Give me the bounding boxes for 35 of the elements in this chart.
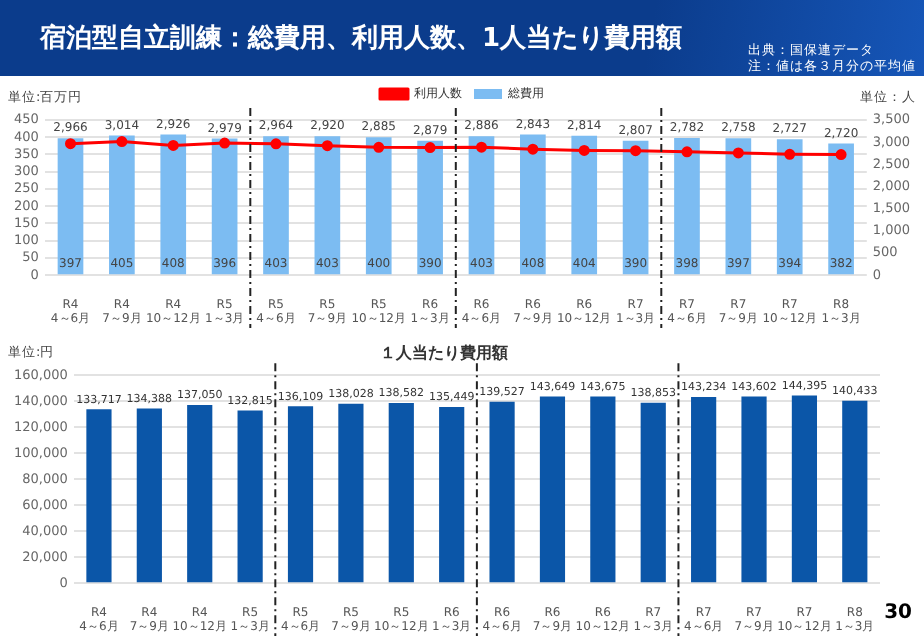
- bar: [388, 403, 414, 583]
- bar: [136, 408, 162, 583]
- chart-title: 宿泊型自立訓練：総費用、利用人数、1人当たり費用額: [40, 21, 683, 56]
- bar: [187, 405, 213, 583]
- bar: [590, 396, 616, 583]
- text: 30: [884, 602, 912, 624]
- bar: [489, 401, 515, 583]
- point: [475, 141, 487, 153]
- point: [835, 149, 847, 161]
- point: [167, 139, 179, 151]
- point: [424, 142, 436, 154]
- bar: [86, 409, 112, 583]
- point: [784, 148, 796, 160]
- point: [270, 138, 282, 150]
- bar: [439, 407, 465, 583]
- bar: [287, 406, 314, 583]
- bar: [237, 410, 263, 583]
- bar: [842, 400, 868, 583]
- bar: [791, 395, 818, 583]
- point: [373, 141, 385, 153]
- bar: [338, 403, 364, 583]
- point: [732, 147, 744, 159]
- point: [65, 138, 76, 150]
- point: [321, 140, 333, 152]
- bar: [741, 396, 767, 583]
- point: [578, 144, 590, 156]
- bar: [539, 396, 566, 583]
- point: [219, 137, 231, 149]
- bar: [691, 397, 717, 583]
- bar: [640, 402, 666, 583]
- point: [116, 136, 128, 148]
- chart-title: １人当たり費用額: [380, 344, 508, 363]
- point: [527, 143, 539, 155]
- point: [630, 145, 642, 157]
- point: [681, 146, 693, 158]
